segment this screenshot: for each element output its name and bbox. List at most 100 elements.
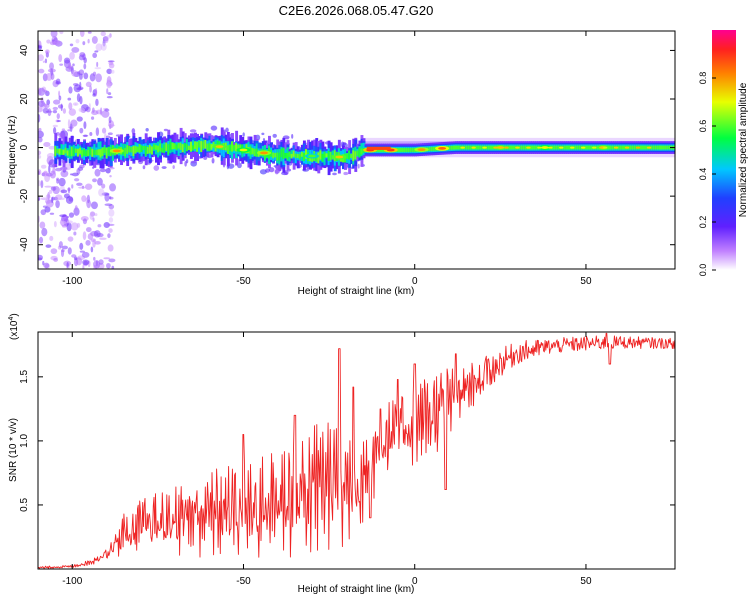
spectrogram-noise-cell (42, 205, 48, 208)
spectrogram-ridge-cell (278, 152, 282, 161)
spectrogram-noise-cell (343, 171, 349, 176)
spectrogram-ridge-cell (202, 141, 206, 149)
spectrogram-noise-cell (60, 103, 63, 112)
spectrogram-ridge-cell (512, 145, 516, 150)
spectrogram-noise-cell (38, 100, 45, 107)
spectrogram-ridge-cell (290, 149, 294, 158)
spectrogram-ridge-cell (551, 145, 555, 150)
spectrogram-ridge-cell (323, 151, 327, 159)
spectrogram-ytick-label: 40 (19, 44, 30, 56)
spectrogram-ridge-cell (74, 148, 78, 153)
spectrogram-noise-cell (45, 73, 53, 81)
spectrogram-noise-cell (52, 185, 60, 195)
spectrogram-ridge-cell (56, 148, 60, 154)
spectrogram-noise-cell (285, 136, 290, 140)
spectrogram-noise-cell (38, 68, 45, 74)
spectrogram-ridge-cell (165, 142, 169, 151)
spectrogram-ridge-cell (354, 151, 358, 160)
spectrogram-noise-cell (94, 168, 101, 177)
spectrogram-ridge-cell (235, 143, 239, 152)
spectrogram-noise-cell (44, 206, 51, 213)
spectrogram-noise-cell (52, 166, 56, 175)
spectrogram-ridge-cell (469, 145, 473, 150)
spectrogram-ridge-cell (142, 145, 146, 150)
spectrogram-noise-cell (74, 205, 78, 211)
spectrogram-noise-cell (99, 168, 107, 173)
spectrogram-hotspot (112, 149, 121, 153)
spectrogram-hotspot (496, 146, 505, 149)
spectrogram-noise-cell (52, 99, 61, 105)
spectrogram-ridge-cell (475, 145, 479, 150)
spectrogram-ridge-cell (95, 149, 99, 156)
chart-title: C2E6.2026.068.05.47.G20 (279, 3, 434, 18)
spectrogram-noise-cell (49, 41, 56, 46)
spectrogram-noise-cell (76, 93, 81, 102)
spectrogram-ridge-cell (489, 145, 493, 150)
spectrogram-noise-cell (172, 165, 175, 169)
spectrogram-ridge-cell (465, 145, 469, 150)
spectrogram-ridge-cell (126, 145, 130, 154)
spectrogram-ridge-cell (664, 145, 668, 150)
spectrogram-ridge-cell (327, 150, 331, 161)
spectrogram-noise-cell (237, 162, 242, 169)
spectrogram-ridge-cell (401, 148, 405, 152)
spectrogram-ridge-cell (206, 143, 210, 151)
spectrogram-ridge-cell (173, 143, 177, 150)
spectrogram-noise-cell (71, 184, 74, 189)
spectrogram-noise-cell (108, 258, 116, 263)
spectrogram-ridge-cell (555, 145, 559, 150)
spectrogram-noise-cell (99, 237, 107, 240)
spectrogram-noise-cell (52, 124, 59, 128)
spectrogram-noise-cell (90, 246, 94, 253)
spectrogram-noise-cell (106, 262, 111, 269)
spectrogram-ridge-spot (559, 146, 564, 149)
spectrogram-hotspot (239, 148, 248, 152)
spectrogram-ridge-cell (68, 149, 72, 157)
spectrogram-noise-cell (109, 196, 112, 200)
spectrogram-hotspot (540, 146, 549, 149)
spectrogram-noise-cell (67, 119, 71, 128)
spectrogram-noise-cell (71, 70, 78, 77)
spectrogram-ridge-cell (253, 148, 257, 157)
spectrogram-noise-cell (38, 155, 42, 159)
spectrogram-ridge-cell (662, 145, 666, 150)
spectrogram-ridge-cell (356, 150, 360, 156)
spectrogram-ridge-cell (237, 144, 241, 152)
spectrogram-noise-cell (83, 121, 87, 129)
spectrogram-noise-cell (48, 189, 53, 194)
snr-ticks: -100 -50 0 50 0.5 1.0 1.5 (19, 332, 675, 587)
spectrogram-noise-cell (40, 209, 47, 216)
spectrogram-ridge-spot (471, 146, 476, 149)
spectrogram-noise-cell (79, 73, 83, 80)
spectrogram-noise-cell (38, 196, 41, 201)
spectrogram-ridge-cell (103, 146, 107, 154)
spectrogram-noise-cell (84, 183, 93, 190)
spectrogram-noise-cell (93, 260, 101, 269)
spectrogram-noise-cell (357, 163, 360, 169)
spectrogram-noise-cell (68, 108, 77, 116)
spectrogram-noise-cell (89, 132, 93, 136)
spectrogram-ridge-cell (177, 142, 181, 149)
spectrogram-ridge-cell (565, 145, 569, 150)
spectrogram-hotspot (260, 151, 269, 155)
spectrogram-noise-cell (46, 39, 51, 44)
spectrogram-ridge-cell (169, 141, 173, 151)
spectrogram-noise-cell (81, 195, 87, 203)
spectrogram-noise-cell (50, 72, 55, 80)
spectrogram-ridge-cell (152, 144, 156, 150)
spectrogram-noise-cell (100, 43, 107, 51)
spectrogram-noise-cell (48, 164, 51, 174)
spectrogram-noise-cell (42, 107, 49, 114)
snr-frame (37, 331, 676, 570)
spectrogram-noise-cell (95, 43, 103, 52)
spectrogram-ridge-cell (588, 145, 592, 150)
spectrogram-ridge-cell (183, 143, 187, 148)
spectrogram-ridge-cell (81, 150, 84, 157)
spectrogram-ridge-cell (183, 143, 187, 154)
spectrogram-ridge-cell (298, 153, 302, 160)
snr-ytick-label: 0.5 (19, 498, 30, 512)
spectrogram-ytick-label: 0 (19, 144, 30, 150)
spectrogram-ridge-cell (621, 145, 625, 150)
spectrogram-hotspot (417, 148, 426, 151)
